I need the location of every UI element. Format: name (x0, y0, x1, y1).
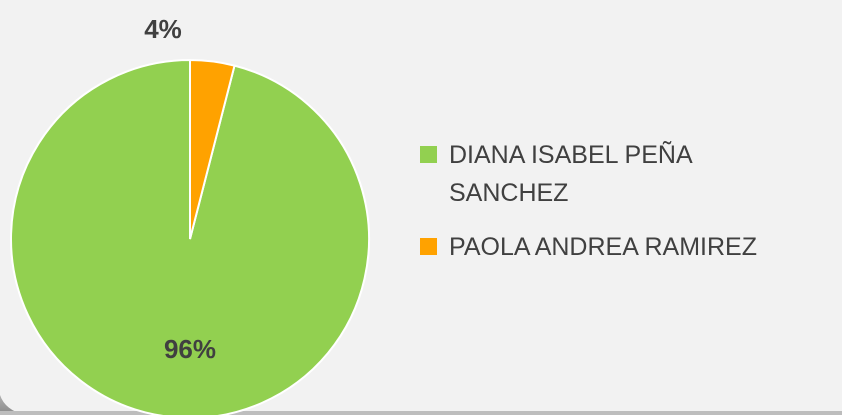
legend-swatch-paola (420, 238, 437, 255)
pie-slices (10, 58, 370, 415)
pie-slice-paola (189, 58, 236, 240)
pie-data-label-diana: 96% (164, 334, 216, 364)
chart-frame-corner (0, 395, 25, 415)
chart-legend: DIANA ISABEL PEÑA SANCHEZ PAOLA ANDREA R… (420, 136, 835, 282)
legend-swatch-diana (420, 146, 437, 163)
legend-item-paola: PAOLA ANDREA RAMIREZ (420, 228, 835, 266)
legend-label-paola: PAOLA ANDREA RAMIREZ (449, 233, 757, 261)
legend-item-diana: DIANA ISABEL PEÑA SANCHEZ (420, 136, 835, 212)
pie-data-label-paola: 4% (144, 14, 182, 44)
legend-label-diana: DIANA ISABEL PEÑA SANCHEZ (449, 141, 692, 207)
chart-frame-bottom-edge (0, 411, 842, 415)
pie-data-labels: 96% 4% (144, 14, 216, 364)
pie-slice-diana (10, 58, 370, 415)
